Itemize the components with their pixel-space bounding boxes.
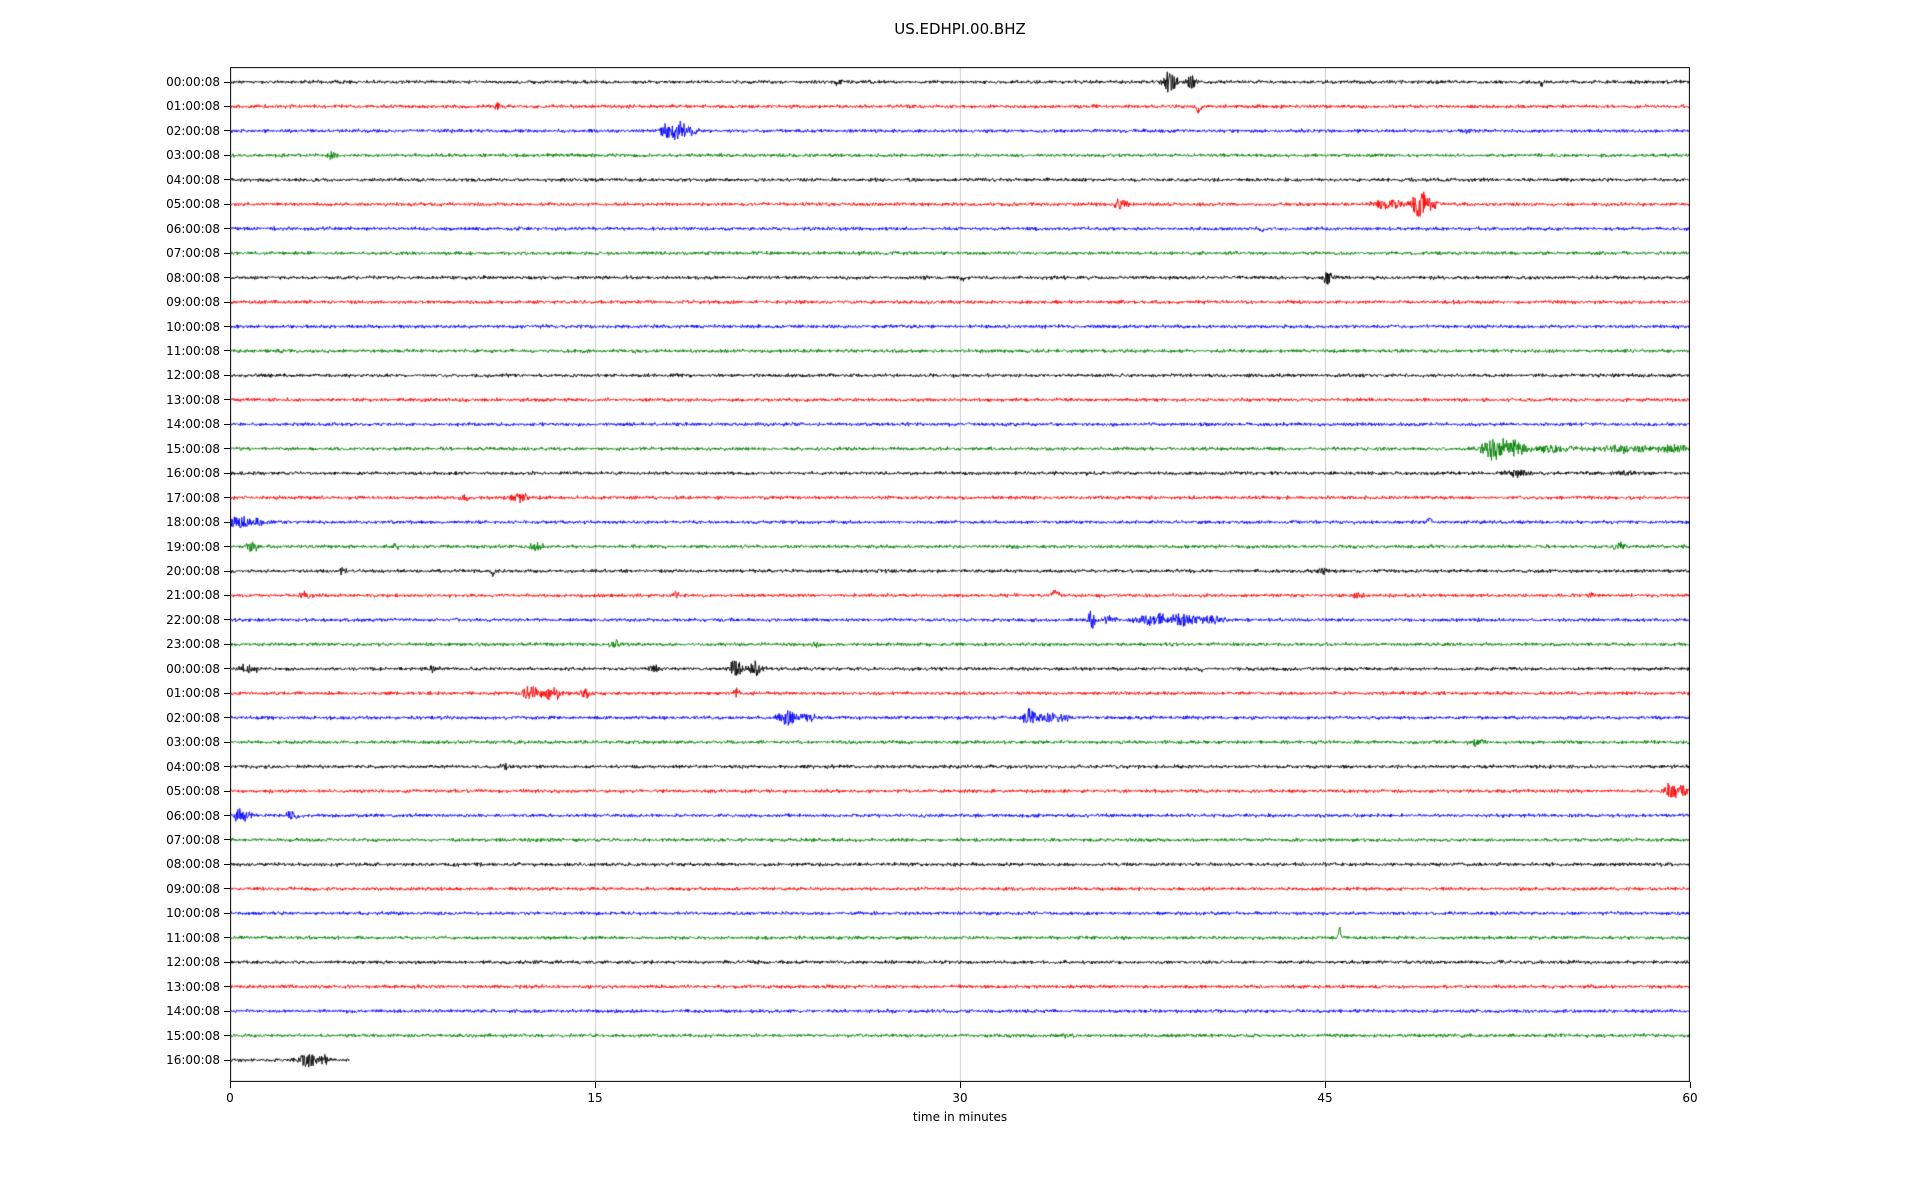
y-tick-label: 22:00:08 bbox=[166, 612, 220, 627]
y-tick-mark bbox=[224, 350, 230, 352]
y-tick-label: 20:00:08 bbox=[166, 564, 220, 578]
plot-area bbox=[230, 67, 1690, 1082]
y-tick-mark bbox=[224, 326, 230, 327]
y-tick-label: 00:00:08 bbox=[166, 75, 220, 89]
y-tick-mark bbox=[224, 1010, 230, 1012]
y-tick-mark bbox=[224, 252, 230, 254]
x-tick-mark bbox=[594, 1082, 596, 1088]
y-tick-mark bbox=[224, 888, 230, 890]
y-tick-mark bbox=[224, 154, 230, 156]
y-tick-mark bbox=[224, 374, 230, 376]
y-tick-mark bbox=[224, 815, 230, 816]
y-tick-label: 05:00:08 bbox=[166, 784, 220, 799]
y-tick-label: 04:00:08 bbox=[166, 172, 220, 187]
y-tick-label: 15:00:08 bbox=[166, 441, 220, 456]
y-tick-label: 03:00:08 bbox=[166, 148, 220, 163]
y-tick-label: 11:00:08 bbox=[166, 343, 220, 358]
y-tick-mark bbox=[224, 570, 230, 572]
y-tick-mark bbox=[224, 1059, 230, 1061]
y-tick-mark bbox=[224, 277, 230, 279]
y-tick-mark bbox=[224, 228, 230, 230]
y-tick-mark bbox=[224, 668, 230, 670]
y-tick-label: 02:00:08 bbox=[166, 123, 220, 138]
y-tick-mark bbox=[224, 497, 230, 499]
y-tick-label: 02:00:08 bbox=[166, 710, 220, 725]
y-tick-label: 13:00:08 bbox=[166, 979, 220, 994]
y-tick-label: 12:00:08 bbox=[166, 368, 220, 383]
x-tick-label: 60 bbox=[1682, 1091, 1698, 1105]
x-axis-label: time in minutes bbox=[912, 1110, 1008, 1124]
y-tick-mark bbox=[224, 1035, 230, 1037]
y-tick-label: 18:00:08 bbox=[166, 515, 220, 530]
y-tick-mark bbox=[224, 741, 230, 743]
y-tick-label: 21:00:08 bbox=[166, 588, 220, 603]
waveform-canvas bbox=[230, 67, 1690, 1082]
y-tick-mark bbox=[224, 717, 230, 719]
plot-title: US.EDHPI.00.BHZ bbox=[894, 20, 1026, 38]
y-tick-mark bbox=[224, 912, 230, 914]
x-tick-mark bbox=[1324, 1082, 1326, 1088]
y-tick-label: 16:00:08 bbox=[166, 466, 220, 481]
y-tick-label: 14:00:08 bbox=[166, 417, 220, 432]
y-tick-mark bbox=[224, 863, 230, 865]
y-tick-mark bbox=[224, 179, 230, 181]
y-tick-mark bbox=[224, 130, 230, 132]
y-tick-mark bbox=[224, 594, 230, 596]
y-tick-mark bbox=[224, 472, 230, 474]
x-tick-mark bbox=[1689, 1082, 1691, 1088]
y-tick-label: 05:00:08 bbox=[166, 197, 220, 212]
y-tick-label: 23:00:08 bbox=[166, 637, 220, 652]
y-tick-mark bbox=[224, 546, 230, 548]
y-tick-label: 08:00:08 bbox=[166, 857, 220, 872]
y-tick-label: 01:00:08 bbox=[166, 99, 220, 114]
x-tick-label: 30 bbox=[952, 1091, 968, 1105]
y-tick-mark bbox=[224, 619, 230, 621]
y-tick-mark bbox=[224, 643, 230, 645]
y-tick-label: 11:00:08 bbox=[166, 930, 220, 945]
y-tick-label: 14:00:08 bbox=[166, 1004, 220, 1019]
y-tick-mark bbox=[224, 692, 230, 694]
y-tick-label: 01:00:08 bbox=[166, 686, 220, 701]
y-tick-label: 07:00:08 bbox=[166, 832, 220, 847]
y-tick-mark bbox=[224, 961, 230, 963]
y-tick-label: 10:00:08 bbox=[166, 319, 220, 334]
y-tick-mark bbox=[224, 766, 230, 768]
x-tick-mark bbox=[229, 1082, 231, 1088]
x-tick-mark bbox=[959, 1082, 961, 1088]
y-tick-mark bbox=[224, 399, 230, 401]
y-tick-label: 00:00:08 bbox=[166, 661, 220, 676]
y-tick-mark bbox=[224, 937, 230, 939]
y-tick-label: 09:00:08 bbox=[166, 295, 220, 310]
y-tick-mark bbox=[224, 301, 230, 303]
y-tick-mark bbox=[224, 423, 230, 425]
y-tick-mark bbox=[224, 105, 230, 107]
y-tick-label: 04:00:08 bbox=[166, 759, 220, 774]
y-tick-mark bbox=[224, 203, 230, 205]
y-tick-label: 16:00:08 bbox=[166, 1053, 220, 1067]
y-tick-label: 06:00:08 bbox=[166, 221, 220, 236]
y-tick-label: 09:00:08 bbox=[166, 881, 220, 896]
y-tick-label: 12:00:08 bbox=[166, 955, 220, 970]
y-tick-mark bbox=[224, 81, 230, 83]
y-tick-label: 08:00:08 bbox=[166, 270, 220, 285]
x-tick-label: 45 bbox=[1317, 1091, 1333, 1105]
y-tick-mark bbox=[224, 448, 230, 450]
y-tick-mark bbox=[224, 790, 230, 792]
y-tick-label: 03:00:08 bbox=[166, 735, 220, 750]
y-tick-label: 13:00:08 bbox=[166, 392, 220, 407]
y-tick-label: 07:00:08 bbox=[166, 246, 220, 261]
y-tick-label: 15:00:08 bbox=[166, 1028, 220, 1043]
y-tick-mark bbox=[224, 521, 230, 523]
x-tick-label: 15 bbox=[587, 1091, 603, 1105]
y-tick-mark bbox=[224, 839, 230, 841]
y-tick-label: 17:00:08 bbox=[166, 490, 220, 505]
y-tick-label: 06:00:08 bbox=[166, 808, 220, 823]
y-tick-label: 10:00:08 bbox=[166, 906, 220, 921]
x-tick-label: 0 bbox=[226, 1091, 234, 1105]
y-tick-label: 19:00:08 bbox=[166, 539, 220, 554]
y-tick-mark bbox=[224, 986, 230, 988]
